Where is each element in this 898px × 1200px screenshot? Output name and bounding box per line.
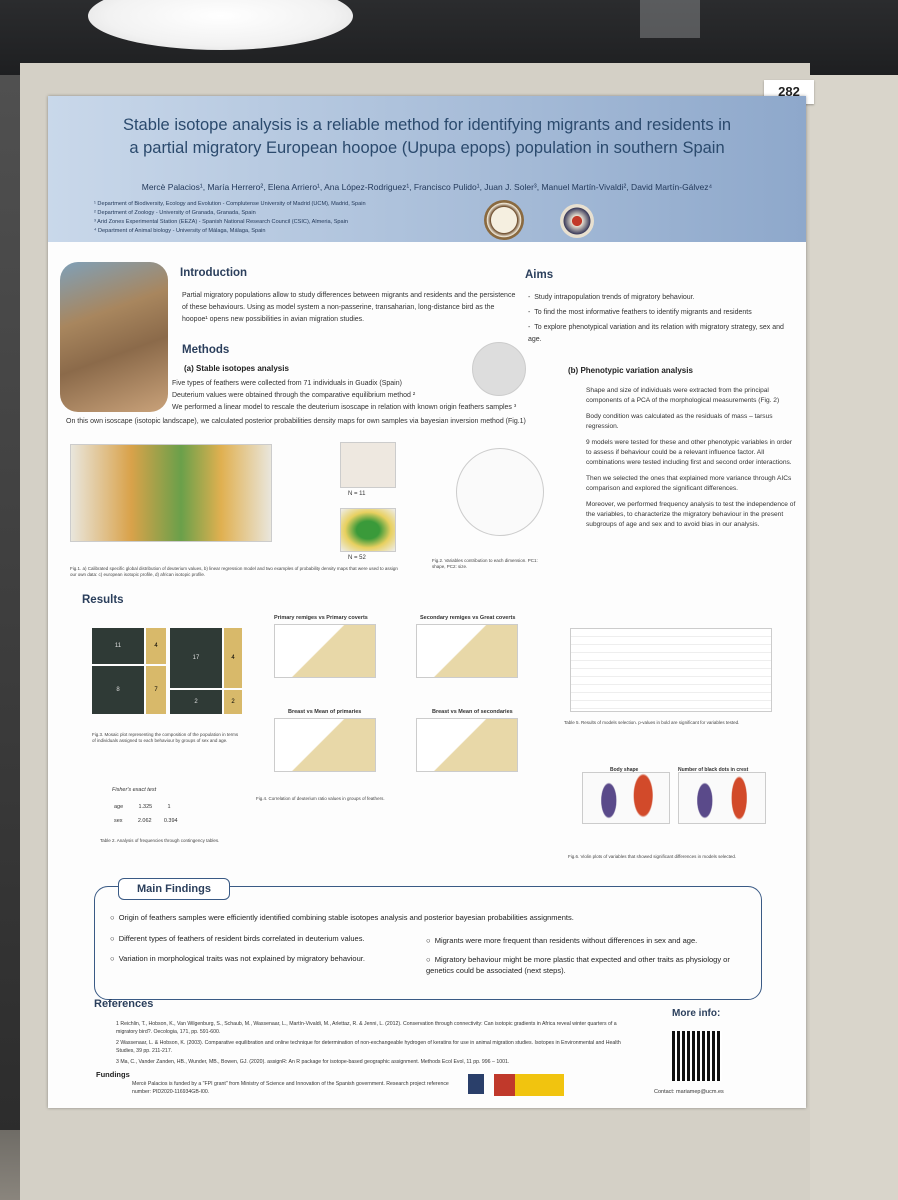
mosaic-cell: 11 xyxy=(92,628,144,664)
affiliation: ¹ Department of Biodiversity, Ecology an… xyxy=(94,201,366,207)
methods-line: Five types of feathers were collected fr… xyxy=(172,380,402,387)
figure-1d-africa-map xyxy=(340,508,396,552)
ceiling-fixture xyxy=(640,0,700,38)
methods-heading: Methods xyxy=(182,344,230,356)
fig1-n-europe: N = 11 xyxy=(348,491,366,497)
fundings-heading: Fundings xyxy=(96,1070,130,1079)
fig4-title-3: Breast vs Mean of primaries xyxy=(288,709,362,715)
fisher-title: Fisher's exact test xyxy=(112,787,157,793)
results-heading: Results xyxy=(82,594,124,606)
figure-2-caption: Fig.2. Variables contribution to each di… xyxy=(432,558,538,569)
methods-line: We performed a linear model to rescale t… xyxy=(172,404,517,411)
affiliations: ¹ Department of Biodiversity, Ecology an… xyxy=(94,200,366,236)
author-list: Mercè Palacios¹, María Herrero², Elena A… xyxy=(141,182,713,192)
more-info-heading: More info: xyxy=(672,1008,721,1019)
ucm-seal-logo xyxy=(484,200,524,240)
fig4-scatter-1 xyxy=(274,624,376,678)
figure-2-pca-circle xyxy=(456,448,544,536)
agency-logo xyxy=(468,1074,484,1094)
aim-item: - Study intrapopulation trends of migrat… xyxy=(528,294,695,301)
figure-1c-europe-map xyxy=(340,442,396,488)
finding-item: ○ Variation in morphological traits was … xyxy=(110,954,365,963)
figure-1-caption: Fig.1. a) Calibrated specific global dis… xyxy=(70,566,398,577)
table-5-model-selection xyxy=(570,628,772,712)
mosaic-cell: 4 xyxy=(146,628,166,664)
finding-item: ○ Migrants were more frequent than resid… xyxy=(426,936,698,945)
finding-item: ○ Migratory behaviour might be more plas… xyxy=(426,955,730,975)
reference-item: 3 Ma, C., Vander Zanden, HB., Wunder, MB… xyxy=(116,1059,510,1065)
mosaic-cell: 2 xyxy=(170,690,222,714)
fig6-violin-2 xyxy=(678,772,766,824)
hoopoe-photo xyxy=(60,262,168,412)
reference-item: 1 Reichlin, T., Hobson, K., Van Wilgenbu… xyxy=(116,1021,617,1035)
main-findings-box xyxy=(94,886,762,1000)
qr-code[interactable] xyxy=(672,1031,722,1081)
figure-4-caption: Fig.4. Correlation of deuterium ratio va… xyxy=(256,796,385,801)
mosaic-cell: 8 xyxy=(92,666,144,714)
methods-b-heading: (b) Phenotypic variation analysis xyxy=(568,366,693,375)
mosaic-cell: 4 xyxy=(224,628,242,688)
figure-1-world-map xyxy=(70,444,272,542)
fisher-row: sex 2.062 0.394 xyxy=(114,818,178,824)
ministry-logo xyxy=(494,1074,564,1096)
fig4-scatter-2 xyxy=(416,624,518,678)
aims-list: - Study intrapopulation trends of migrat… xyxy=(528,292,798,346)
methods-b-para: Body condition was calculated as the res… xyxy=(586,413,773,430)
title-line-2: a partial migratory European hoopoe (Upu… xyxy=(129,139,725,157)
figure-3-mosaic-plot: 11 4 17 4 8 7 2 2 xyxy=(92,628,242,714)
mosaic-cell: 2 xyxy=(224,690,242,714)
affiliation: ⁴ Department of Animal biology - Univers… xyxy=(94,228,266,234)
iberia-map xyxy=(472,342,526,396)
affiliation: ² Department of Zoology - University of … xyxy=(94,210,256,216)
methods-b-text: Shape and size of individuals were extra… xyxy=(586,386,798,530)
aims-heading: Aims xyxy=(525,269,554,281)
reference-item: 2 Wassenaar, L. & Hobson, K. (2003). Com… xyxy=(116,1040,621,1054)
figure-6-caption: Fig.6. Violin plots of variables that sh… xyxy=(568,854,737,859)
fisher-row: age 1.325 1 xyxy=(114,804,171,810)
fig6-title-2: Number of black dots in crest xyxy=(678,767,749,773)
poster-header: Stable isotope analysis is a reliable me… xyxy=(48,96,806,242)
aim-item: - To find the most informative feathers … xyxy=(528,309,752,316)
fig4-title-1: Primary remiges vs Primary coverts xyxy=(274,615,368,621)
intro-text: Partial migratory populations allow to s… xyxy=(182,292,516,323)
fig6-title-1: Body shape xyxy=(610,767,639,773)
methods-b-para: 9 models were tested for these and other… xyxy=(586,439,792,466)
methods-line: Deuterium values were obtained through t… xyxy=(172,392,416,399)
main-findings-heading: Main Findings xyxy=(118,878,230,900)
intro-heading: Introduction xyxy=(180,267,248,279)
table-5-caption: Table 5. Results of models selection. p-… xyxy=(564,720,740,725)
fig1-n-africa: N = 52 xyxy=(348,555,366,561)
methods-a-heading: (a) Stable isotopes analysis xyxy=(184,364,289,373)
granada-seal-logo xyxy=(560,204,594,238)
title-line-1: Stable isotope analysis is a reliable me… xyxy=(122,116,732,134)
methods-b-para: Moreover, we performed frequency analysi… xyxy=(586,501,796,528)
fig4-scatter-3 xyxy=(274,718,376,772)
fig4-title-2: Secondary remiges vs Great coverts xyxy=(420,615,516,621)
adjacent-board xyxy=(810,75,898,1200)
mosaic-cell: 17 xyxy=(170,628,222,688)
affiliation: ³ Arid Zones Experimental Station (EEZA)… xyxy=(94,219,348,225)
fundings-text: Mercè Palacios is funded by a "FPI grant… xyxy=(132,1081,449,1095)
methods-a-text: Five types of feathers were collected fr… xyxy=(172,378,572,414)
poster: Stable isotope analysis is a reliable me… xyxy=(48,96,806,1108)
methods-b-para: Then we selected the ones that explained… xyxy=(586,475,792,492)
table-2-caption: Table 2. Analysis of frequencies through… xyxy=(100,838,220,843)
fig4-scatter-4 xyxy=(416,718,518,772)
methods-b-para: Shape and size of individuals were extra… xyxy=(586,387,780,404)
figure-3-caption: Fig.3. Mosaic plot representing the comp… xyxy=(92,732,239,743)
poster-title: Stable isotope analysis is a reliable me… xyxy=(68,114,786,160)
references-list: 1 Reichlin, T., Hobson, K., Van Wilgenbu… xyxy=(116,1020,636,1066)
references-heading: References xyxy=(94,998,154,1010)
mosaic-cell: 7 xyxy=(146,666,166,714)
methods-line-wide: On this own isoscape (isotopic landscape… xyxy=(66,418,526,425)
finding-item: ○ Different types of feathers of residen… xyxy=(110,934,365,943)
fig6-violin-1 xyxy=(582,772,670,824)
fisher-table: age 1.325 1 sex 2.062 0.394 xyxy=(114,800,178,828)
finding-item: ○ Origin of feathers samples were effici… xyxy=(110,913,574,922)
fig4-title-4: Breast vs Mean of secondaries xyxy=(432,709,513,715)
left-wall xyxy=(0,75,22,1200)
contact-email: Contact: mariamep@ucm.es xyxy=(654,1089,724,1095)
aim-item: - To explore phenotypical variation and … xyxy=(528,324,784,343)
